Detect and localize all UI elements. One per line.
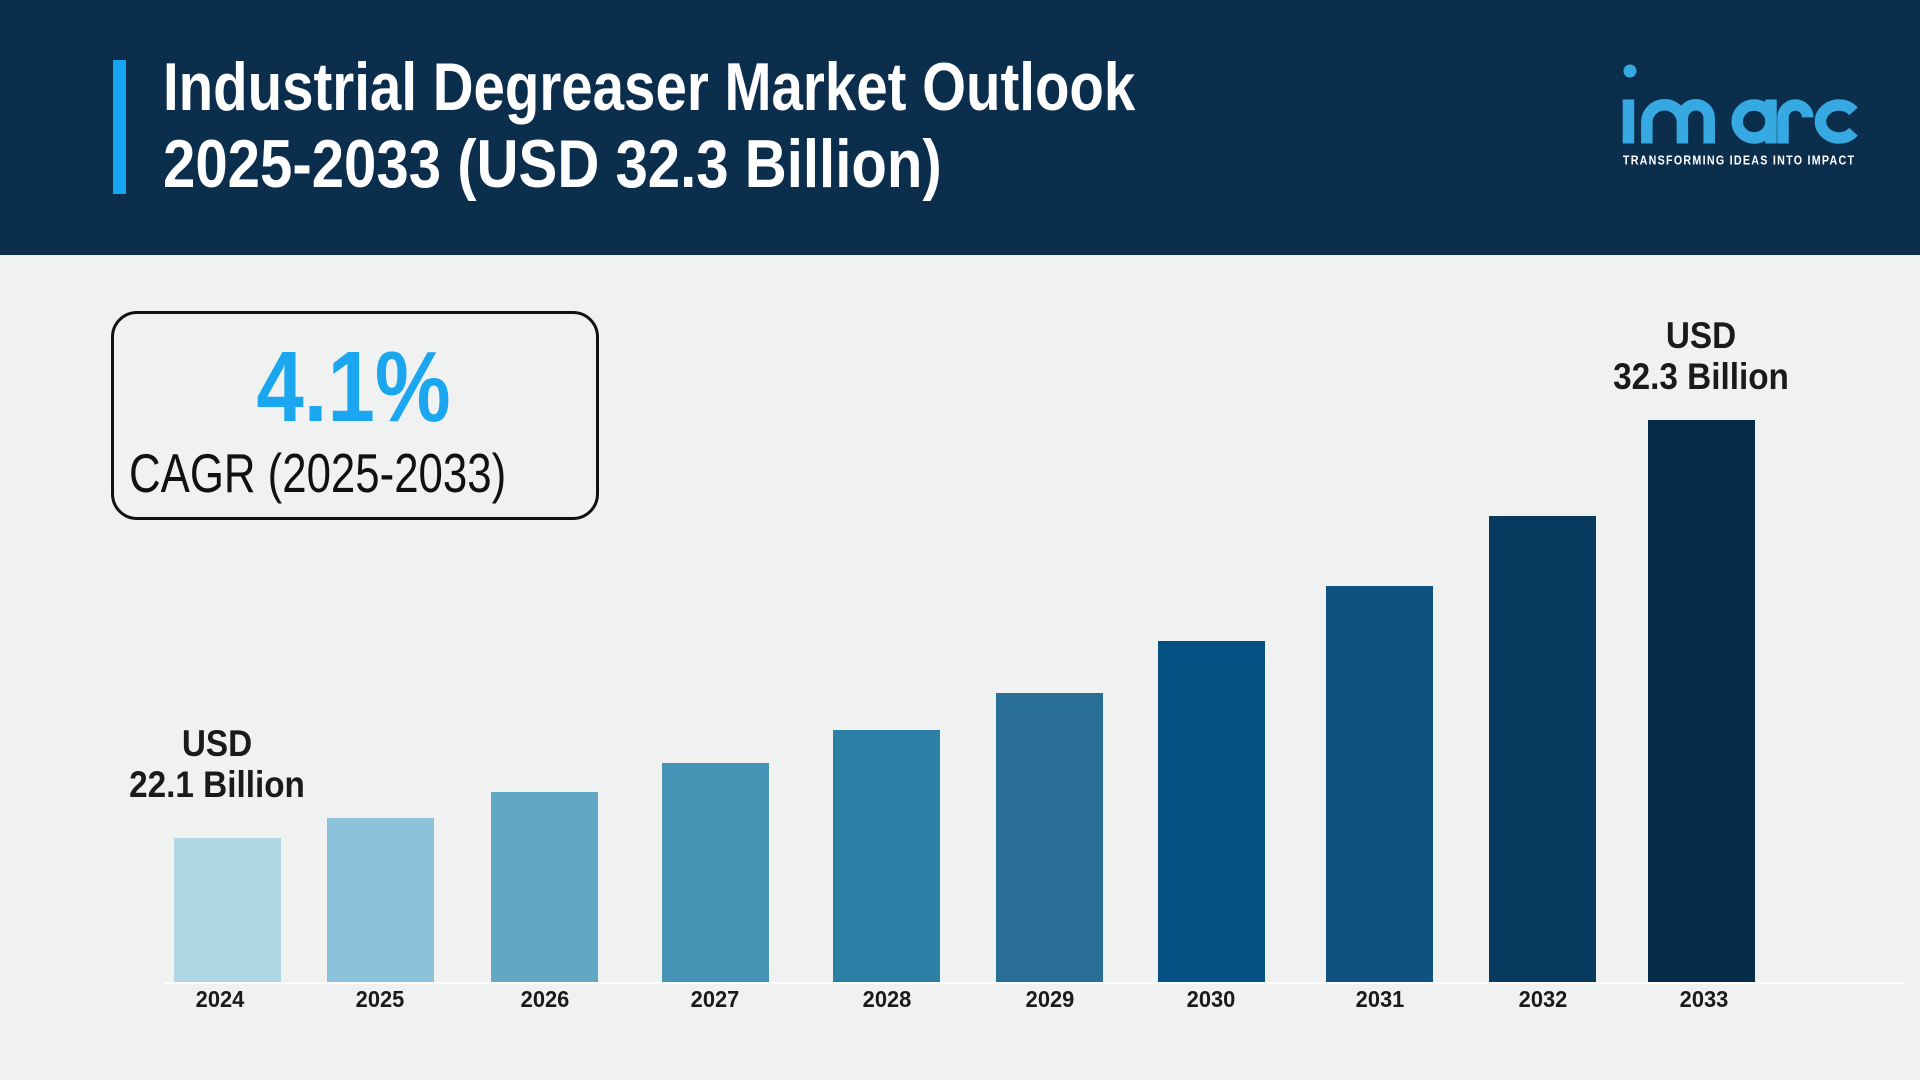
- svg-text:TRANSFORMING IDEAS INTO IMPACT: TRANSFORMING IDEAS INTO IMPACT: [1623, 153, 1855, 168]
